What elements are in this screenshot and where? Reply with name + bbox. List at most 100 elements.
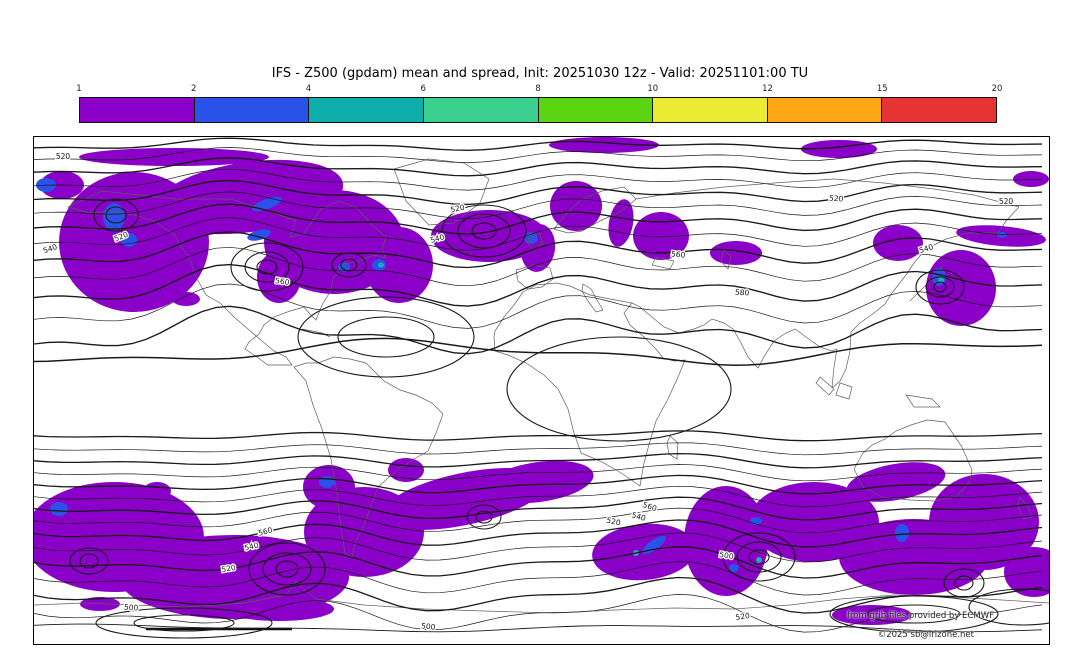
spread-2-4-core [319, 476, 335, 488]
colorbar-tick: 8 [535, 84, 541, 94]
colorbar-tick: 20 [991, 84, 1003, 94]
spread-2-4-core [729, 564, 739, 572]
spread-1-2-region [710, 241, 762, 265]
spread-2-4-core [895, 524, 909, 542]
contour-line [34, 561, 1043, 596]
contour-line [34, 263, 1043, 307]
contour-line [34, 246, 1043, 287]
spread-1-2-region [633, 212, 689, 260]
contour-ring [867, 604, 961, 624]
contour-line [34, 496, 1043, 521]
spread-2-4-core [524, 232, 538, 244]
contour-label: 500 [719, 550, 735, 561]
contour-line [34, 157, 1043, 177]
spread-2-4-core [997, 232, 1007, 238]
contour-label: 520 [606, 516, 622, 528]
contour-line [34, 623, 1043, 633]
contour-line [34, 147, 1043, 163]
contour-ring [933, 281, 947, 293]
spread-2-4-core [251, 196, 283, 212]
colorbar-segment [652, 98, 767, 122]
contour-ring [79, 553, 99, 569]
contour-line [34, 507, 1043, 534]
spread-1-2-region [484, 460, 594, 504]
contour-label: 500 [124, 603, 139, 613]
contour-ring [297, 296, 475, 378]
contour-ring [829, 595, 999, 633]
contour-label: 560 [275, 276, 291, 287]
colorbar-segment [422, 98, 538, 122]
contour-ring [441, 204, 527, 258]
contour-line [34, 442, 1043, 456]
contour-line [34, 168, 1043, 191]
coastline [581, 283, 604, 313]
contour-line [34, 203, 1043, 235]
contour-label: 560 [642, 500, 659, 513]
colorbar-tick: 2 [191, 84, 197, 94]
contour-label: 540 [631, 510, 647, 523]
contour-line [34, 474, 1043, 495]
contour-lines-layer [34, 137, 1043, 633]
contour-label: 560 [671, 249, 686, 259]
coastline [635, 178, 1020, 208]
contour-line [34, 546, 1043, 579]
coastline [527, 231, 544, 251]
contour-line [34, 337, 1043, 366]
colorbar-segment [766, 98, 882, 122]
colorbar-tick-labels: 1 2 4 6 8 10 12 15 20 [76, 84, 1002, 97]
colorbar-tick: 12 [762, 84, 773, 94]
spread-1-2-region [143, 482, 171, 500]
page-title: IFS - Z500 (gpdam) mean and spread, Init… [271, 66, 809, 81]
contour-ring [925, 276, 955, 298]
contour-ring [244, 251, 290, 283]
colorbar-tick: 15 [876, 84, 888, 94]
contour-ring [230, 242, 304, 292]
spread-1-2-region [873, 225, 923, 261]
contour-label: 540 [244, 541, 260, 553]
spread-1-2-region [80, 597, 120, 611]
map-panel: 520 520 540 560 520 540 560 580 520 520 540 560 540 5… [33, 136, 1050, 645]
coastline [301, 328, 331, 338]
spread-1-2-region [79, 148, 269, 166]
colorbar-tick: 1 [76, 84, 82, 94]
contour-label: 560 [257, 525, 273, 537]
contour-ring [457, 213, 511, 249]
contour-ring [506, 336, 732, 442]
spread-2-4-core [642, 535, 666, 555]
contour-ring [331, 252, 367, 278]
contour-label: 520 [56, 152, 71, 161]
coastline [493, 282, 686, 487]
contour-ring [748, 549, 770, 565]
spread-1-2-region [550, 181, 602, 231]
colorbar-tick: 6 [420, 84, 426, 94]
colorbar-segment [193, 98, 309, 122]
contour-ring [915, 269, 965, 305]
coastline [909, 263, 944, 302]
spread-1-2-region [832, 605, 912, 625]
coastline [853, 419, 973, 502]
contour-line [34, 231, 1043, 269]
coastline [720, 248, 732, 270]
contour-ring [262, 552, 312, 586]
contour-label: 520 [221, 563, 237, 574]
spread-1-2-region [1013, 171, 1049, 187]
spread-4-6-core [756, 557, 762, 563]
contour-ring [466, 504, 502, 530]
spread-1-2-region [926, 250, 996, 326]
credit-copyright: ©2025 sb@irizone.net [877, 630, 974, 640]
contour-line [34, 532, 1043, 563]
colorbar-segment [881, 98, 996, 122]
contour-label: 540 [42, 242, 59, 255]
contour-line [34, 519, 1043, 548]
spread-1-2-region [846, 462, 946, 502]
contour-ring [337, 316, 435, 358]
contour-line [34, 191, 1043, 220]
colorbar-tick: 10 [647, 84, 659, 94]
spread-1-2-region [172, 292, 200, 306]
contour-line [34, 452, 1043, 469]
contour-line [34, 137, 1043, 151]
contour-label: 520 [999, 197, 1014, 206]
spread-2-4-core [50, 502, 68, 516]
